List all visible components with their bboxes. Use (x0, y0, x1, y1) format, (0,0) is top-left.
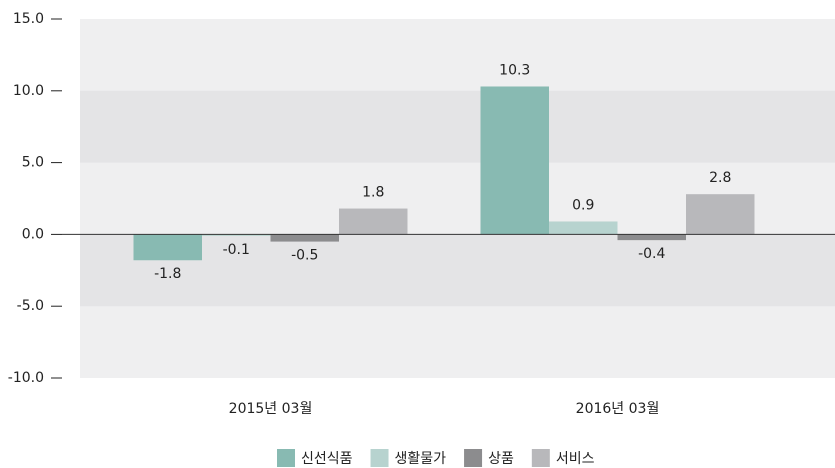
legend-label: 생활물가 (395, 451, 447, 467)
x-tick-label: 2015년 03월 (229, 401, 313, 417)
legend-swatch (531, 449, 550, 467)
y-tick-label: 5.0 (22, 155, 44, 171)
grid-band (80, 90, 835, 163)
legend-label: 상품 (488, 451, 514, 467)
bar (133, 234, 202, 261)
value-label: -0.4 (638, 246, 665, 262)
bar (480, 86, 549, 235)
legend-label: 신선식품 (301, 451, 353, 467)
bar (617, 234, 686, 241)
bar (270, 234, 339, 242)
legend-swatch (370, 449, 389, 467)
y-tick-label: -5.0 (17, 298, 44, 314)
legend-swatch (464, 449, 483, 467)
value-label: 10.3 (499, 62, 530, 78)
legend-swatch (277, 449, 295, 467)
value-label: -0.1 (223, 242, 250, 258)
x-tick-label: 2016년 03월 (576, 401, 660, 417)
value-label: -1.8 (154, 266, 181, 282)
value-label: 1.8 (362, 185, 384, 201)
bar (686, 194, 755, 235)
value-label: -0.5 (291, 248, 318, 264)
bar (339, 208, 408, 235)
y-tick-label: 15.0 (13, 11, 44, 27)
y-tick-label: 10.0 (13, 83, 44, 99)
value-label: 2.8 (709, 170, 731, 186)
bar (549, 221, 618, 235)
y-tick-label: -10.0 (8, 370, 44, 386)
value-label: 0.9 (572, 197, 594, 213)
y-tick-label: 0.0 (22, 226, 44, 242)
legend-label: 서비스 (556, 451, 595, 467)
bar (202, 234, 271, 236)
grid-band (80, 234, 835, 307)
